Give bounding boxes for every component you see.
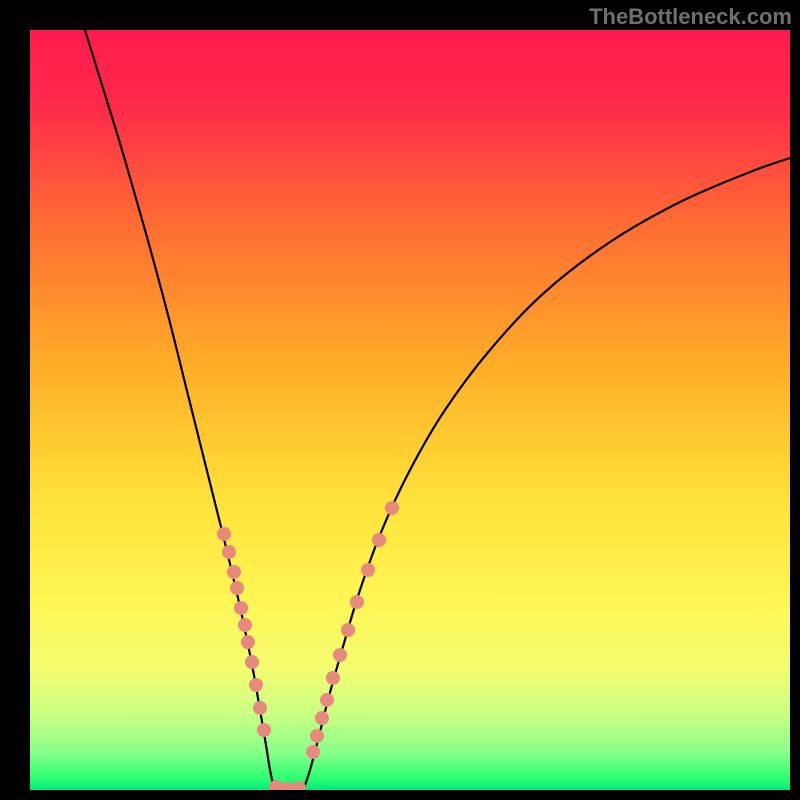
- data-marker: [245, 655, 259, 669]
- chart-container: TheBottleneck.com: [0, 0, 800, 800]
- data-marker: [320, 693, 334, 707]
- data-marker: [257, 723, 271, 737]
- data-marker: [326, 671, 340, 685]
- watermark-text: TheBottleneck.com: [589, 4, 792, 30]
- data-marker: [385, 501, 399, 515]
- chart-svg: [30, 30, 790, 790]
- data-marker: [372, 533, 386, 547]
- data-marker: [238, 618, 252, 632]
- data-marker: [241, 635, 255, 649]
- data-marker: [333, 648, 347, 662]
- gradient-background: [30, 30, 790, 790]
- data-marker: [341, 623, 355, 637]
- data-marker: [306, 745, 320, 759]
- plot-area: [30, 30, 790, 790]
- data-marker: [234, 601, 248, 615]
- data-marker: [350, 595, 364, 609]
- data-marker: [222, 545, 236, 559]
- data-marker: [249, 678, 263, 692]
- data-marker: [315, 711, 329, 725]
- data-marker: [217, 527, 231, 541]
- data-marker: [230, 581, 244, 595]
- data-marker: [227, 565, 241, 579]
- data-marker: [253, 701, 267, 715]
- data-marker: [310, 729, 324, 743]
- data-marker: [361, 563, 375, 577]
